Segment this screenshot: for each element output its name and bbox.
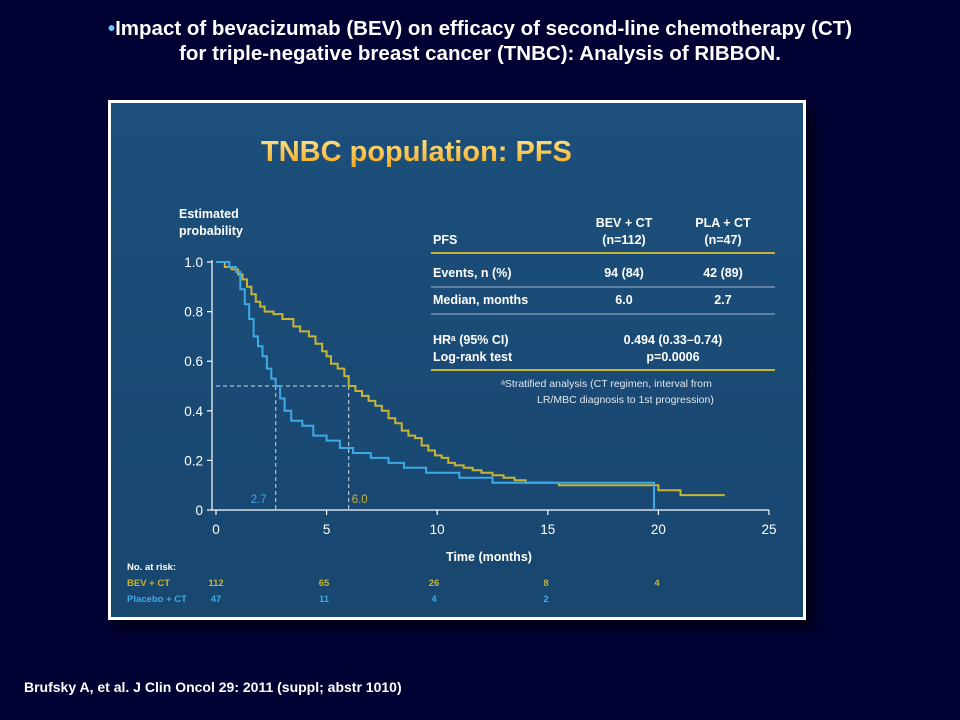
risk-cell: 26 (429, 578, 440, 589)
citation: Brufsky A, et al. J Clin Oncol 29: 2011 … (24, 679, 402, 695)
table-footnote-line: ᵃStratified analysis (CT regimen, interv… (501, 378, 712, 390)
risk-cell: 112 (208, 578, 223, 589)
x-tick-label: 15 (540, 522, 555, 537)
table-header-cell: (n=112) (602, 233, 645, 247)
y-tick-label: 0.6 (184, 354, 203, 369)
risk-cell: 2 (543, 594, 548, 605)
table-cell-bev: 94 (84) (604, 266, 644, 280)
median-label: 2.7 (251, 494, 267, 506)
table-header-cell: PLA + CT (695, 216, 751, 230)
risk-cell: 8 (543, 578, 548, 589)
series-line (216, 261, 725, 497)
axes: 0 5 10 15 20 25 0 0.2 0.4 0.6 0.8 1.0 (184, 255, 776, 537)
x-tick-label: 5 (323, 522, 331, 537)
slide-title-line-2: for triple-negative breast cancer (TNBC)… (179, 42, 781, 65)
logrank-value: p=0.0006 (646, 350, 699, 364)
y-axis-label-line: probability (179, 224, 243, 238)
risk-row-label: Placebo + CT (127, 594, 187, 605)
risk-cell: 11 (319, 594, 330, 605)
median-reference-lines: 2.7 6.0 (216, 385, 368, 510)
risk-cell: 65 (319, 578, 330, 589)
risk-row-label: BEV + CT (127, 578, 170, 589)
risk-table-title: No. at risk: (127, 562, 176, 573)
logrank-label: Log-rank test (433, 350, 513, 364)
median-label: 6.0 (352, 494, 368, 506)
chart-title: TNBC population: PFS (261, 136, 572, 168)
pfs-summary-table: PFS BEV + CT (n=112) PLA + CT (n=47) Events, … (431, 216, 775, 406)
risk-cell: 47 (211, 594, 222, 605)
table-cell-bev: 6.0 (615, 293, 632, 307)
km-curves (216, 261, 725, 510)
figure-frame: TNBC population: PFS Estimated probabilit… (108, 100, 806, 620)
table-cell-pla: 42 (89) (703, 266, 743, 280)
table-header-cell: (n=47) (704, 233, 741, 247)
table-cell-pla: 2.7 (714, 293, 731, 307)
bullet-icon: • (107, 17, 116, 40)
hr-value: 0.494 (0.33–0.74) (624, 333, 723, 347)
slide-title-text-1: Impact of bevacizumab (BEV) on efficacy … (115, 17, 853, 40)
y-tick-label: 0.8 (184, 305, 203, 320)
x-tick-label: 20 (651, 522, 666, 537)
table-header-label: PFS (433, 233, 457, 247)
y-tick-label: 0.4 (184, 404, 203, 419)
y-tick-label: 0 (195, 503, 203, 518)
hr-label: HRᵃ (95% CI) (433, 333, 509, 347)
y-tick-label: 1.0 (184, 255, 203, 270)
table-footnote-line: LR/MBC diagnosis to 1st progression) (537, 394, 714, 406)
x-axis-label: Time (months) (446, 550, 532, 564)
table-row-label: Median, months (433, 293, 528, 307)
km-chart: TNBC population: PFS Estimated probabilit… (127, 136, 777, 605)
y-tick-label: 0.2 (184, 453, 203, 468)
slide-title: •Impact of bevacizumab (BEV) on efficacy… (20, 16, 940, 66)
x-tick-label: 0 (212, 522, 220, 537)
y-axis-label-line: Estimated (179, 207, 239, 221)
table-header-cell: BEV + CT (596, 216, 653, 230)
risk-cell: 4 (654, 578, 660, 589)
series-line (216, 261, 655, 510)
table-row-label: Events, n (%) (433, 266, 512, 280)
y-axis-label: Estimated probability (179, 207, 243, 238)
figure-panel: TNBC population: PFS Estimated probabilit… (111, 103, 803, 617)
risk-cell: 4 (431, 594, 437, 605)
x-tick-label: 10 (430, 522, 445, 537)
slide-title-line-1: •Impact of bevacizumab (BEV) on efficacy… (20, 16, 940, 41)
x-tick-label: 25 (761, 522, 776, 537)
